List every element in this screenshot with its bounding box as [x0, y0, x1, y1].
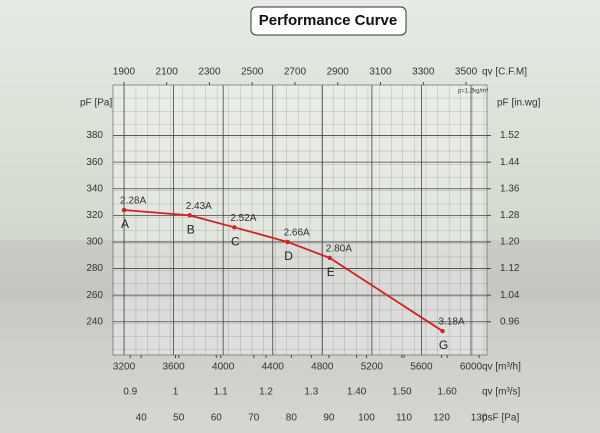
- secondary-tick-label: 130: [471, 413, 488, 424]
- secondary-tick-label: 2700: [284, 67, 307, 78]
- y-tick-label: 380: [86, 130, 103, 141]
- secondary-tick-label: 1.2: [259, 387, 273, 398]
- y-axis-label: pF [Pa]: [80, 98, 112, 109]
- secondary-tick-label: 2300: [198, 67, 221, 78]
- y2-tick-label: 1.12: [500, 263, 520, 274]
- chart-title: Performance Curve: [259, 12, 397, 29]
- secondary-tick-label: 2900: [327, 67, 350, 78]
- point-label: A: [121, 217, 129, 231]
- y-tick-label: 260: [86, 290, 103, 301]
- y-tick-label: 280: [86, 263, 103, 274]
- secondary-tick-label: 2500: [241, 67, 264, 78]
- point: [440, 328, 445, 334]
- secondary-tick-label: 80: [286, 413, 298, 424]
- secondary-tick-label: 60: [211, 413, 223, 424]
- y2-tick-label: 1.20: [500, 237, 520, 248]
- y2-tick-label: 1.28: [500, 210, 520, 221]
- secondary-tick-label: 0.9: [123, 387, 137, 398]
- point-label: G: [439, 338, 448, 352]
- y-tick-label: 360: [86, 157, 103, 168]
- secondary-tick-label: 1.40: [347, 387, 367, 398]
- secondary-tick-label: 120: [433, 413, 450, 424]
- y2-tick-label: 1.44: [500, 157, 520, 168]
- secondary-axis-label: qv [C.F.M]: [482, 67, 527, 78]
- secondary-axis-label: qv [m³/s]: [482, 387, 521, 398]
- secondary-tick-label: 1.50: [392, 387, 412, 398]
- secondary-tick-label: 3500: [455, 67, 478, 78]
- current-label: 2.52A: [230, 213, 256, 224]
- y-tick-label: 240: [86, 316, 103, 327]
- x-tick-label: 4000: [212, 362, 235, 373]
- point: [232, 225, 237, 230]
- title-box: [250, 6, 407, 36]
- point-label: D: [284, 249, 293, 263]
- secondary-tick-label: 50: [173, 413, 185, 424]
- secondary-tick-label: 110: [396, 413, 412, 424]
- point-label: B: [187, 223, 195, 237]
- annotation: p=1.2kg/m³: [458, 89, 488, 95]
- secondary-tick-label: 70: [248, 413, 260, 424]
- y-tick-label: 320: [86, 210, 103, 221]
- current-label: 3.18A: [439, 317, 465, 328]
- current-label: 2.28A: [120, 196, 146, 207]
- secondary-tick-label: 90: [323, 413, 335, 424]
- y2-axis-label: pF [in.wg]: [497, 98, 541, 109]
- x-tick-label: 5200: [361, 362, 384, 373]
- y-tick-label: 340: [86, 183, 103, 194]
- secondary-tick-label: 1.60: [437, 387, 457, 398]
- secondary-tick-label: 1.1: [214, 387, 228, 398]
- minor-grid: [113, 85, 487, 355]
- secondary-tick-label: 1900: [113, 67, 136, 78]
- curve: [123, 209, 444, 332]
- y2-tick-label: 1.36: [500, 183, 520, 194]
- secondary-tick-label: 1.3: [304, 387, 318, 398]
- x-tick-label: 5600: [410, 362, 433, 373]
- secondary-tick-label: 3100: [369, 67, 392, 78]
- y2-tick-label: 0.96: [500, 316, 520, 327]
- secondary-axis-label: psF [Pa]: [482, 413, 519, 424]
- secondary-tick-label: 2100: [156, 67, 179, 78]
- point-label: C: [231, 234, 240, 248]
- current-label: 2.43A: [186, 201, 212, 212]
- secondary-tick-label: 1: [173, 387, 179, 398]
- point: [285, 239, 290, 245]
- point-label: E: [327, 265, 335, 279]
- x-tick-label: 4400: [262, 362, 285, 373]
- secondary-tick-label: 3300: [412, 67, 435, 78]
- x-tick-label: 3600: [162, 362, 185, 373]
- secondary-tick-label: 40: [136, 413, 148, 424]
- point: [187, 213, 192, 218]
- point: [327, 255, 332, 261]
- x-tick-label: 6000: [460, 362, 483, 373]
- y2-tick-label: 1.52: [500, 130, 520, 141]
- x-axis-label: qv [m³/h]: [482, 362, 521, 373]
- current-label: 2.66A: [284, 228, 310, 239]
- y2-tick-label: 1.04: [500, 290, 520, 301]
- x-tick-label: 4800: [311, 362, 334, 373]
- current-label: 2.80A: [326, 244, 352, 255]
- y-tick-label: 300: [86, 237, 103, 248]
- secondary-tick-label: 100: [358, 413, 375, 424]
- x-tick-label: 3200: [113, 362, 136, 373]
- point: [121, 207, 127, 213]
